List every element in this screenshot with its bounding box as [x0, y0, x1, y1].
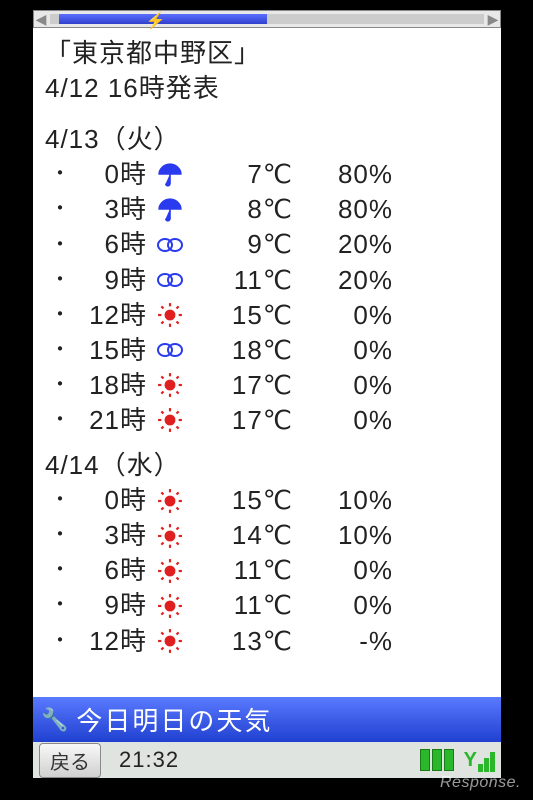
back-button[interactable]: 戻る [39, 743, 101, 778]
scroll-right-icon[interactable]: ▶ [486, 11, 500, 27]
scroll-left-icon[interactable]: ◀ [34, 11, 48, 27]
location-label: 「東京都中野区」 [45, 36, 489, 71]
sun-icon [147, 593, 193, 619]
temp-label: 11℃ [193, 553, 293, 588]
forecast-row: ・9時 11℃20% [45, 263, 489, 298]
precip-label: 0% [293, 553, 393, 588]
forecast-row: ・9時 11℃0% [45, 588, 489, 623]
bullet: ・ [45, 337, 75, 364]
precip-label: 80% [293, 157, 393, 192]
cloud-icon [147, 235, 193, 255]
bullet: ・ [45, 407, 75, 434]
precip-label: 10% [293, 518, 393, 553]
hour-label: 6時 [75, 553, 147, 588]
sun-icon [147, 302, 193, 328]
precip-label: 0% [293, 588, 393, 623]
bullet: ・ [45, 232, 75, 259]
forecast-row: ・3時 14℃10% [45, 518, 489, 553]
forecast-row: ・18時 17℃0% [45, 368, 489, 403]
bullet: ・ [45, 196, 75, 223]
cloud-icon [147, 270, 193, 290]
precip-label: 0% [293, 298, 393, 333]
forecast-row: ・6時 9℃20% [45, 227, 489, 262]
sun-icon [147, 558, 193, 584]
bullet: ・ [45, 522, 75, 549]
bullet: ・ [45, 302, 75, 329]
published-label: 4/12 16時発表 [45, 71, 489, 106]
progress-bar: ◀ ⚡ ▶ [33, 10, 501, 28]
forecast-row: ・12時 15℃0% [45, 298, 489, 333]
signal-icon: Y [464, 749, 495, 772]
precip-label: -% [293, 624, 393, 659]
hour-label: 3時 [75, 518, 147, 553]
umbrella-icon [147, 197, 193, 223]
temp-label: 14℃ [193, 518, 293, 553]
forecast-row: ・12時 13℃-% [45, 624, 489, 659]
precip-label: 20% [293, 227, 393, 262]
forecast-row: ・15時 18℃0% [45, 333, 489, 368]
bullet: ・ [45, 267, 75, 294]
bullet: ・ [45, 592, 75, 619]
sun-icon [147, 372, 193, 398]
hour-label: 21時 [75, 403, 147, 438]
temp-label: 17℃ [193, 403, 293, 438]
hour-label: 0時 [75, 157, 147, 192]
precip-label: 80% [293, 192, 393, 227]
forecast-row: ・6時 11℃0% [45, 553, 489, 588]
clock-label: 21:32 [111, 747, 410, 773]
sun-icon [147, 407, 193, 433]
precip-label: 0% [293, 333, 393, 368]
sun-icon [147, 523, 193, 549]
forecast-row: ・0時 7℃80% [45, 157, 489, 192]
temp-label: 8℃ [193, 192, 293, 227]
hour-label: 12時 [75, 624, 147, 659]
temp-label: 15℃ [193, 483, 293, 518]
hour-label: 9時 [75, 588, 147, 623]
bullet: ・ [45, 628, 75, 655]
day-header: 4/13（火） [45, 122, 489, 157]
hour-label: 15時 [75, 333, 147, 368]
hour-label: 0時 [75, 483, 147, 518]
forecast-row: ・21時 17℃0% [45, 403, 489, 438]
bullet: ・ [45, 557, 75, 584]
battery-icon [420, 749, 454, 771]
watermark: Response. [440, 774, 521, 792]
precip-label: 10% [293, 483, 393, 518]
temp-label: 18℃ [193, 333, 293, 368]
hour-label: 18時 [75, 368, 147, 403]
bullet: ・ [45, 372, 75, 399]
hour-label: 12時 [75, 298, 147, 333]
progress-marker-icon: ⚡ [145, 11, 165, 31]
bullet: ・ [45, 161, 75, 188]
temp-label: 11℃ [193, 263, 293, 298]
forecast-content: 「東京都中野区」 4/12 16時発表 4/13（火）・0時7℃80%・3時8℃… [33, 28, 501, 697]
bullet: ・ [45, 487, 75, 514]
precip-label: 20% [293, 263, 393, 298]
umbrella-icon [147, 162, 193, 188]
cloud-icon [147, 340, 193, 360]
hour-label: 9時 [75, 263, 147, 298]
temp-label: 7℃ [193, 157, 293, 192]
forecast-row: ・0時 15℃10% [45, 483, 489, 518]
temp-label: 11℃ [193, 588, 293, 623]
phone-screen: ◀ ⚡ ▶ 「東京都中野区」 4/12 16時発表 4/13（火）・0時7℃80… [33, 10, 501, 778]
wrench-icon: 🔧 [41, 707, 70, 733]
temp-label: 9℃ [193, 227, 293, 262]
hour-label: 6時 [75, 227, 147, 262]
precip-label: 0% [293, 368, 393, 403]
sun-icon [147, 628, 193, 654]
day-header: 4/14（水） [45, 448, 489, 483]
status-bar: 戻る 21:32 Y [33, 742, 501, 778]
hour-label: 3時 [75, 192, 147, 227]
progress-track[interactable]: ⚡ [50, 14, 484, 24]
sun-icon [147, 488, 193, 514]
footer-title-bar: 🔧 今日明日の天気 [33, 697, 501, 742]
temp-label: 17℃ [193, 368, 293, 403]
temp-label: 13℃ [193, 624, 293, 659]
forecast-row: ・3時 8℃80% [45, 192, 489, 227]
footer-title-text: 今日明日の天気 [76, 701, 272, 738]
precip-label: 0% [293, 403, 393, 438]
temp-label: 15℃ [193, 298, 293, 333]
